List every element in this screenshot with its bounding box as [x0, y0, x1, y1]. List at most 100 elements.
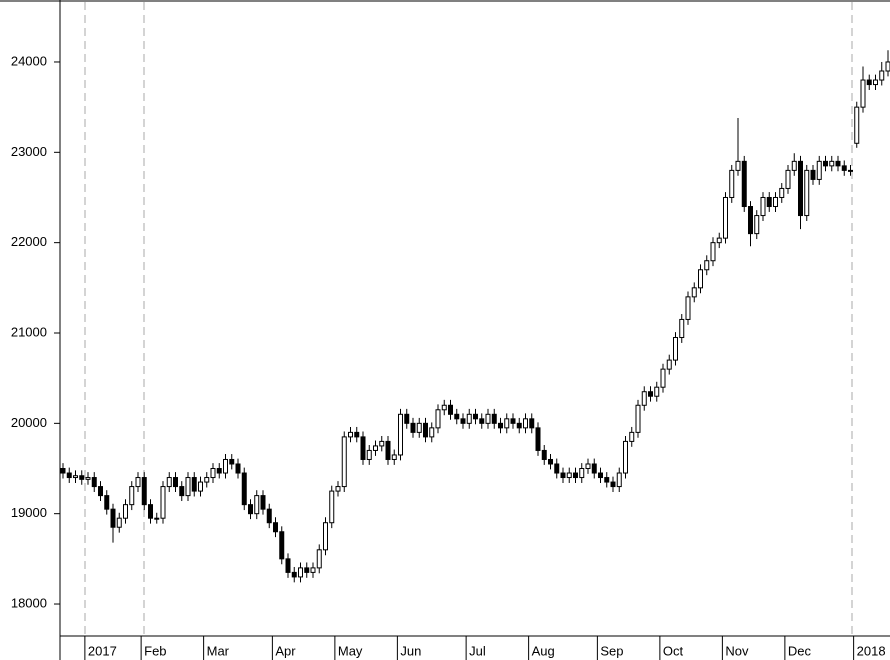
- candle-body: [604, 477, 610, 483]
- x-tick-label: Apr: [275, 643, 296, 658]
- candle-body: [841, 165, 847, 171]
- candle-body: [110, 508, 116, 528]
- candle-body: [173, 477, 178, 488]
- candle-body: [729, 169, 735, 198]
- candle-body: [316, 549, 322, 569]
- candle-body: [698, 269, 703, 289]
- candle-body: [616, 472, 622, 488]
- candle-body: [473, 413, 478, 420]
- candle-body: [773, 196, 778, 208]
- candle-body: [191, 477, 197, 492]
- candle-body: [685, 296, 691, 320]
- candle-body: [66, 472, 72, 479]
- candle-body: [60, 468, 66, 474]
- candle-body: [104, 495, 110, 510]
- candle-body: [85, 477, 91, 480]
- candle-body: [373, 445, 378, 451]
- x-tick-label: Jul: [469, 643, 486, 658]
- candle-body: [779, 187, 785, 198]
- candle-body: [873, 79, 878, 86]
- candle-body: [866, 79, 872, 86]
- candle-body: [423, 422, 428, 438]
- candle-body: [879, 70, 885, 81]
- candle-body: [629, 431, 635, 442]
- candle-body: [735, 160, 741, 171]
- candle-body: [885, 61, 890, 72]
- candle-body: [310, 567, 316, 573]
- candle-body: [204, 477, 210, 483]
- candle-body: [716, 237, 722, 244]
- candle-body: [135, 477, 141, 488]
- candle-body: [766, 196, 772, 208]
- candle-body: [785, 169, 791, 189]
- candle-body: [666, 359, 672, 370]
- candle-body: [741, 160, 747, 208]
- candle-body: [704, 260, 710, 271]
- x-tick-label: Feb: [144, 643, 166, 658]
- candle-body: [335, 486, 341, 492]
- candle-body: [285, 558, 291, 573]
- candle-body: [535, 427, 541, 451]
- candle-body: [73, 475, 78, 479]
- candle-body: [791, 160, 797, 171]
- x-tick-label: Oct: [663, 643, 684, 658]
- candle-body: [391, 454, 397, 460]
- candle-body: [510, 418, 516, 424]
- candle-body: [198, 481, 203, 492]
- candle-body: [485, 413, 491, 424]
- candle-body: [298, 567, 303, 578]
- candle-body: [154, 517, 160, 520]
- candle-body: [823, 160, 828, 167]
- x-tick-label: 2018: [857, 643, 886, 658]
- candle-body: [323, 522, 328, 551]
- candle-body: [360, 436, 366, 460]
- candle-body: [679, 318, 685, 339]
- candle-body: [498, 422, 503, 429]
- candle-body: [835, 160, 841, 167]
- candle-body: [348, 431, 353, 438]
- candle-body: [404, 413, 410, 424]
- x-tick-label: Dec: [788, 643, 812, 658]
- candle-body: [123, 504, 128, 519]
- y-tick-label: 18000: [11, 595, 47, 610]
- x-tick-label: Nov: [725, 643, 749, 658]
- candle-body: [754, 215, 760, 235]
- candle-body: [448, 404, 453, 415]
- candle-body: [179, 486, 185, 497]
- candle-body: [816, 160, 822, 180]
- candle-body: [98, 486, 103, 497]
- candle-body: [454, 413, 460, 420]
- candle-body: [79, 475, 85, 480]
- candle-body: [566, 472, 572, 479]
- candle-body: [860, 79, 866, 108]
- candle-body: [429, 427, 435, 438]
- candle-body: [241, 472, 247, 506]
- candle-body: [160, 486, 166, 519]
- candle-body: [148, 504, 153, 519]
- candle-body: [491, 413, 497, 424]
- candle-body: [748, 206, 753, 235]
- candle-body: [366, 449, 372, 460]
- candle-body: [635, 404, 641, 433]
- candle-body: [416, 422, 422, 433]
- candle-body: [248, 504, 253, 515]
- y-tick-label: 19000: [11, 505, 47, 520]
- candle-body: [673, 337, 678, 361]
- candle-body: [385, 440, 391, 460]
- candle-body: [304, 567, 310, 573]
- candle-body: [410, 422, 416, 433]
- y-tick-label: 21000: [11, 324, 47, 339]
- candle-body: [379, 440, 385, 447]
- candle-body: [479, 418, 485, 424]
- x-tick-label: Aug: [532, 643, 555, 658]
- candle-body: [760, 196, 766, 217]
- candle-body: [329, 490, 335, 524]
- candle-body: [573, 472, 578, 479]
- candle-body: [654, 386, 660, 397]
- y-tick-label: 22000: [11, 234, 47, 249]
- candle-body: [579, 468, 585, 479]
- x-tick-label: May: [338, 643, 363, 658]
- candle-body: [116, 517, 122, 528]
- candle-body: [798, 160, 803, 217]
